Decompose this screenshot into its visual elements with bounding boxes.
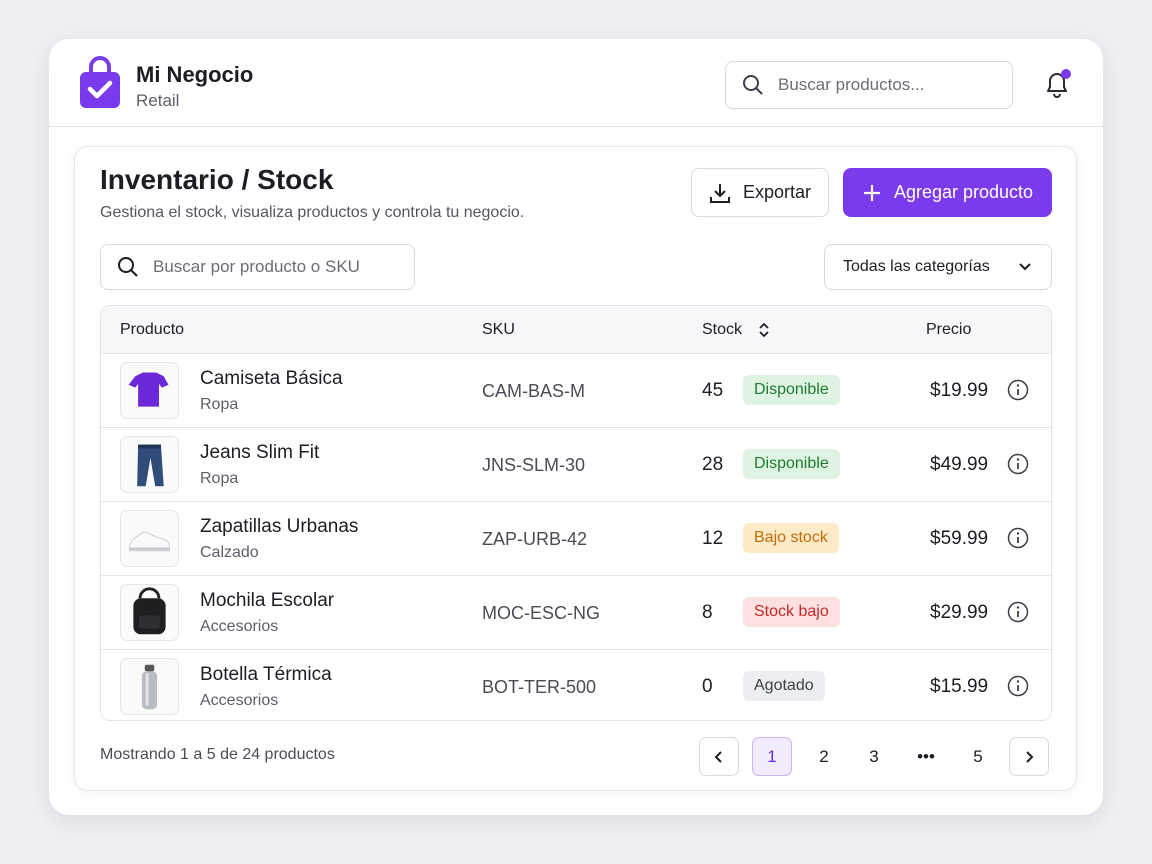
brand: Mi Negocio <box>136 62 254 87</box>
product-category: Accesorios <box>200 692 279 709</box>
plus-icon <box>863 184 880 201</box>
product-category: Ropa <box>200 396 239 413</box>
notifications[interactable] <box>1040 67 1074 101</box>
table-row: Jeans Slim Fit Ropa JNS-SLM-30 28 Disponible… <box>101 427 1051 501</box>
column-header: Producto <box>120 320 185 338</box>
price: $29.99 <box>930 602 989 623</box>
product-name: Mochila Escolar <box>200 590 335 611</box>
brand-subtitle: Retail <box>136 91 180 110</box>
product-search[interactable]: Buscar por producto o SKU <box>100 244 415 290</box>
sort-icon[interactable] <box>757 320 771 345</box>
price: $19.99 <box>930 380 989 401</box>
search-icon <box>118 257 138 277</box>
global-search[interactable]: Buscar productos... <box>725 61 1013 109</box>
category-filter[interactable]: Todas las categorías <box>824 244 1052 290</box>
product-name: Zapatillas Urbanas <box>200 516 359 537</box>
product-image <box>120 362 179 419</box>
add-button[interactable]: Agregar producto <box>843 168 1052 217</box>
table-row: Mochila Escolar Accesorios MOC-ESC-NG 8 Stoc… <box>101 575 1051 649</box>
page-description: Gestiona el stock, visualiza productos y… <box>100 204 525 221</box>
page-number[interactable]: 5 <box>973 746 983 766</box>
status-badge: Disponible <box>743 449 840 479</box>
status-badge: Disponible <box>743 375 840 405</box>
product-image <box>120 436 179 493</box>
table-row: Botella Térmica Accesorios BOT-TER-500 0 Ago… <box>101 649 1051 720</box>
price: $49.99 <box>930 454 989 475</box>
pagination-summary: Mostrando 1 a 5 de 24 productos <box>100 746 335 763</box>
search-icon <box>743 75 763 95</box>
status-badge: Bajo stock <box>743 523 839 553</box>
info-button[interactable] <box>1007 379 1029 406</box>
product-image <box>120 658 179 715</box>
product-name: Jeans Slim Fit <box>200 442 320 463</box>
search-placeholder: Buscar por producto o SKU <box>153 257 360 276</box>
add-label: Agregar producto <box>893 182 1034 202</box>
column-header: SKU <box>482 320 515 338</box>
stock: 12 <box>702 528 724 549</box>
status-badge: Agotado <box>743 671 825 701</box>
info-button[interactable] <box>1007 675 1029 702</box>
prev-page[interactable] <box>699 737 739 776</box>
page-number[interactable]: 1 <box>752 737 792 776</box>
search-placeholder: Buscar productos... <box>778 75 925 94</box>
column-header: Precio <box>926 320 972 338</box>
page-number[interactable]: ••• <box>917 746 935 766</box>
product-category: Ropa <box>200 470 239 487</box>
status-badge: Stock bajo <box>743 597 840 627</box>
page-number[interactable]: 2 <box>819 746 829 766</box>
table-row: Camiseta Básica Ropa CAM-BAS-M 45 Disponible… <box>101 353 1051 427</box>
product-category: Calzado <box>200 544 259 561</box>
export-button[interactable]: Exportar <box>691 168 829 217</box>
header-divider <box>49 126 1103 127</box>
stock: 45 <box>702 380 724 401</box>
export-label: Exportar <box>742 182 812 202</box>
download-icon <box>709 183 730 203</box>
stock: 8 <box>702 602 713 623</box>
product-name: Botella Térmica <box>200 664 332 685</box>
info-button[interactable] <box>1007 601 1029 628</box>
info-button[interactable] <box>1007 527 1029 554</box>
sku: MOC-ESC-NG <box>482 603 600 623</box>
product-image <box>120 584 179 641</box>
sku: JNS-SLM-30 <box>482 455 586 475</box>
category-filter-label: Todas las categorías <box>843 258 990 275</box>
sku: BOT-TER-500 <box>482 677 597 697</box>
next-page[interactable] <box>1009 737 1049 776</box>
table-row: Zapatillas Urbanas Calzado ZAP-URB-42 12 Baj… <box>101 501 1051 575</box>
page-number[interactable]: 3 <box>869 746 879 766</box>
price: $15.99 <box>930 676 989 697</box>
inventory-table: Producto SKU Stock Precio Camiseta Básica Rop… <box>100 305 1052 721</box>
table-header <box>101 306 1051 353</box>
stock: 28 <box>702 454 724 475</box>
page-title: Inventario / Stock <box>100 164 334 195</box>
stock: 0 <box>702 676 713 697</box>
sku: CAM-BAS-M <box>482 381 585 401</box>
product-name: Camiseta Básica <box>200 368 343 389</box>
product-category: Accesorios <box>200 618 279 635</box>
product-image <box>120 510 179 567</box>
price: $59.99 <box>930 528 989 549</box>
info-button[interactable] <box>1007 453 1029 480</box>
sku: ZAP-URB-42 <box>482 529 588 549</box>
chevron-down <box>1019 263 1031 271</box>
logo <box>80 56 120 108</box>
column-header: Stock <box>702 320 743 338</box>
